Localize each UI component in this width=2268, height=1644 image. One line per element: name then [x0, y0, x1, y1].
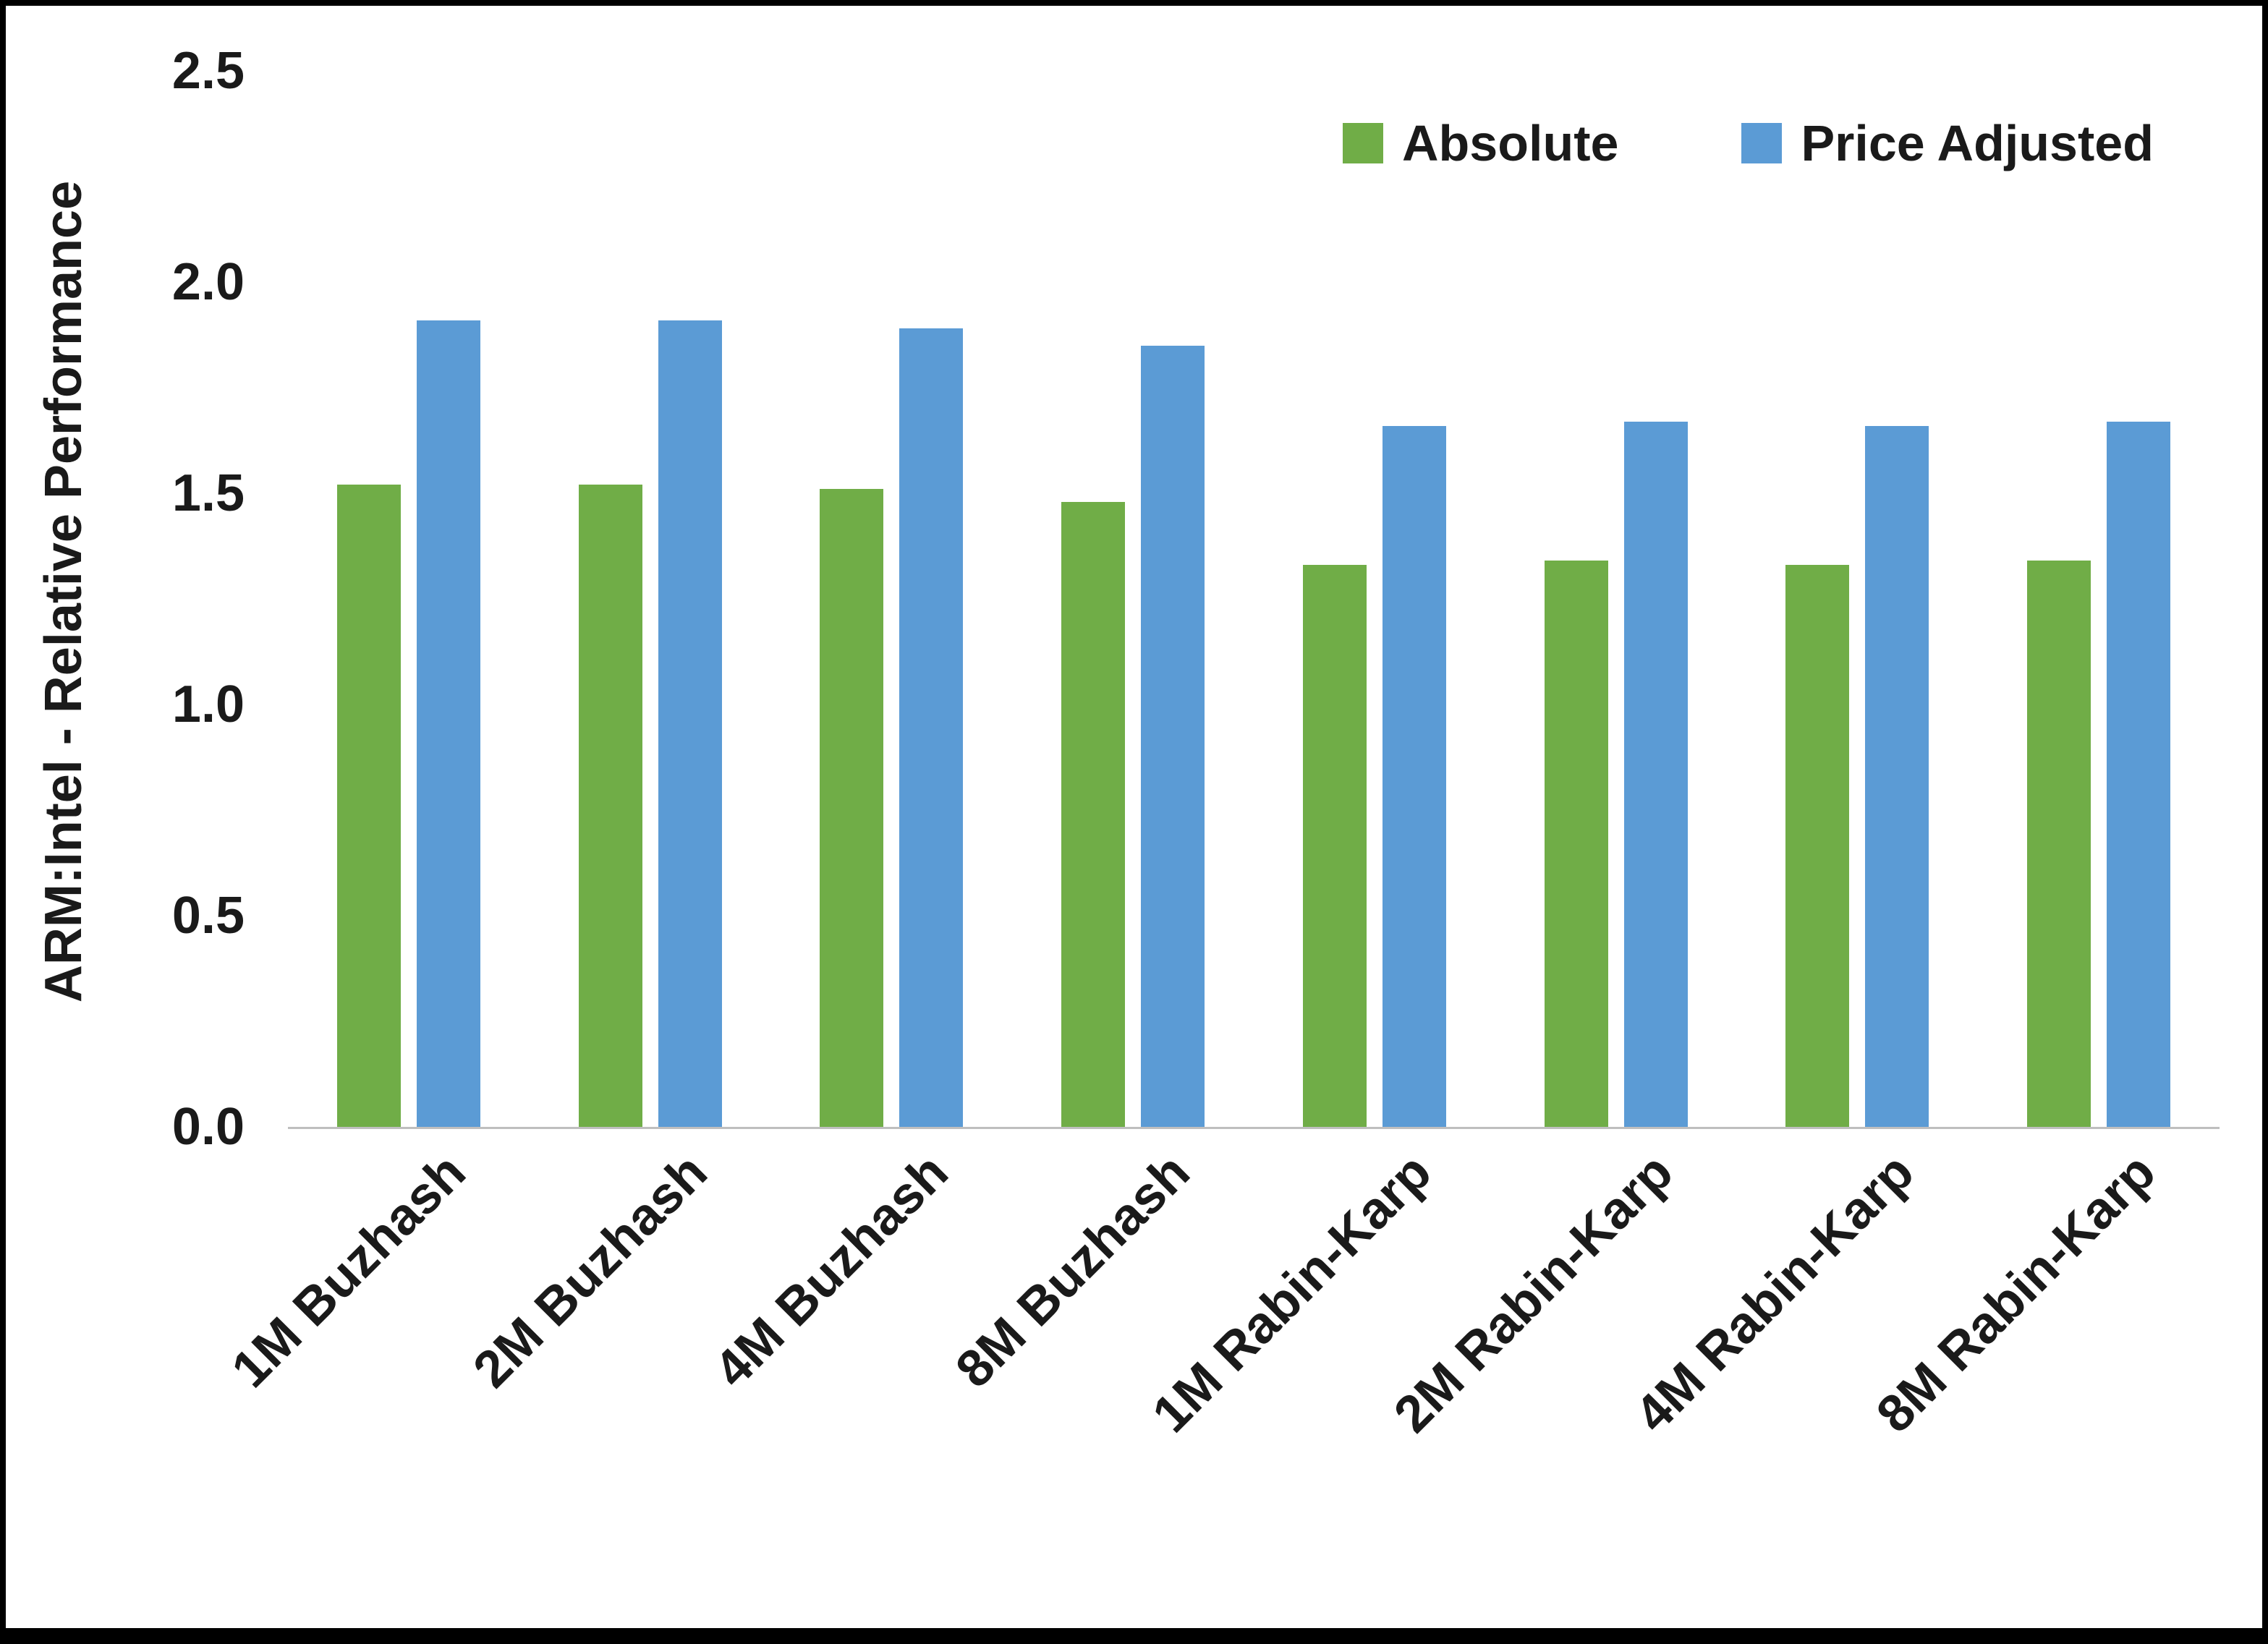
y-tick-label: 2.5 — [171, 42, 245, 100]
bar-price-adjusted — [899, 328, 964, 1127]
bar-price-adjusted — [1623, 421, 1688, 1127]
x-axis-label: 2M Buzhash — [462, 1143, 718, 1399]
x-axis-label: 4M Buzhash — [703, 1143, 960, 1399]
legend: Absolute Price Adjusted — [1343, 114, 2154, 172]
bar-group — [288, 71, 530, 1127]
y-tick-label: 0.5 — [171, 887, 245, 945]
legend-item-absolute: Absolute — [1343, 114, 1618, 172]
bar-group — [1978, 71, 2220, 1127]
bar-group — [1254, 71, 1495, 1127]
legend-swatch-price-adjusted-icon — [1741, 123, 1783, 163]
y-tick-label: 1.5 — [171, 464, 245, 522]
y-tick-label: 0.0 — [171, 1098, 245, 1156]
x-axis-labels: 1M Buzhash 2M Buzhash 4M Buzhash 8M Buzhash… — [221, 1143, 2220, 1608]
bar-price-adjusted — [1382, 425, 1446, 1127]
bar-group — [530, 71, 771, 1127]
bar-price-adjusted — [416, 320, 480, 1127]
legend-swatch-absolute-icon — [1343, 123, 1383, 163]
bar-absolute — [1061, 501, 1126, 1127]
bar-group — [1012, 71, 1254, 1127]
bar-group — [771, 71, 1013, 1127]
bar-absolute — [2027, 561, 2091, 1127]
bar-absolute — [1302, 565, 1367, 1127]
bar-price-adjusted — [658, 320, 722, 1127]
bar-absolute — [1544, 561, 1608, 1127]
bar-price-adjusted — [1865, 425, 1929, 1127]
legend-item-price-adjusted: Price Adjusted — [1741, 114, 2154, 172]
y-tick-label: 2.0 — [171, 253, 245, 311]
x-axis-label: 8M Buzhash — [945, 1143, 1201, 1399]
y-axis-ticks: 0.0 0.5 1.0 1.5 2.0 2.5 — [71, 45, 245, 1153]
bar-price-adjusted — [1141, 345, 1205, 1127]
plot-area — [288, 71, 2220, 1129]
legend-label-absolute: Absolute — [1402, 115, 1619, 171]
x-axis-label: 1M Buzhash — [221, 1143, 477, 1399]
bar-absolute — [1785, 565, 1850, 1127]
bar-absolute — [820, 489, 884, 1127]
bar-price-adjusted — [2107, 421, 2171, 1127]
bar-absolute — [336, 485, 401, 1127]
legend-label-price-adjusted: Price Adjusted — [1801, 115, 2154, 171]
bar-group — [1495, 71, 1737, 1127]
y-tick-label: 1.0 — [171, 676, 245, 733]
bar-absolute — [578, 485, 642, 1127]
bar-group — [1737, 71, 1979, 1127]
